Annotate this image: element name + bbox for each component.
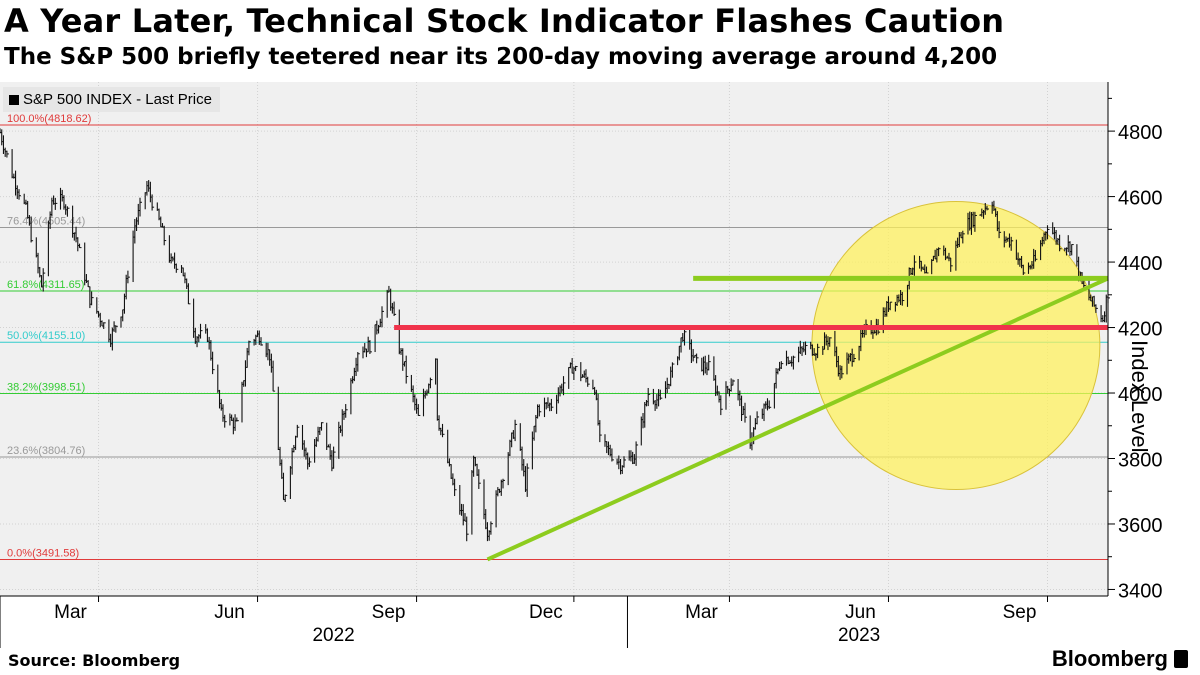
chart-subtitle: The S&P 500 briefly teetered near its 20… xyxy=(4,44,998,70)
y-tick-label: 4200 xyxy=(1118,319,1163,341)
brand-text: Bloomberg xyxy=(1051,646,1168,671)
x-year-label: 2022 xyxy=(312,625,354,646)
fib-level-label: 76.4%(4505.44) xyxy=(7,216,85,228)
fib-level-label: 23.6%(3804.76) xyxy=(7,445,85,457)
y-tick-label: 4000 xyxy=(1118,384,1163,406)
brand-logo: Bloomberg xyxy=(1052,646,1188,672)
fib-level-label: 38.2%(3998.51) xyxy=(7,382,85,394)
x-tick-label: Dec xyxy=(529,602,563,623)
y-tick-label: 3400 xyxy=(1118,580,1163,602)
terminal-badge-icon xyxy=(1174,650,1188,668)
x-tick-label: Jun xyxy=(214,602,245,623)
fib-level-label: 50.0%(4155.10) xyxy=(7,330,85,342)
legend-label: S&P 500 INDEX - Last Price xyxy=(23,91,212,108)
y-tick-label: 4800 xyxy=(1118,122,1163,144)
axes: 3400 3600 3800 4000 4200 4400 4600 4800 Mar Jun Se… xyxy=(0,82,1163,648)
annotations xyxy=(394,275,1109,562)
x-tick-label: Sep xyxy=(372,602,406,623)
y-tick-label: 4400 xyxy=(1118,253,1163,275)
legend-swatch xyxy=(9,94,19,105)
x-tick-label: Jun xyxy=(845,602,876,623)
x-tick-label: Mar xyxy=(685,602,718,623)
y-tick-label: 4600 xyxy=(1118,188,1163,210)
y-tick-label: 3600 xyxy=(1118,515,1163,537)
legend: S&P 500 INDEX - Last Price xyxy=(3,87,220,112)
fib-level-label: 0.0%(3491.58) xyxy=(7,547,79,559)
fib-level-label: 61.8%(4311.65) xyxy=(7,279,84,291)
x-tick-label: Mar xyxy=(54,602,87,623)
x-tick-label: Sep xyxy=(1003,602,1037,623)
x-year-label: 2023 xyxy=(838,625,880,646)
y-tick-label: 3800 xyxy=(1118,449,1163,471)
source-note: Source: Bloomberg xyxy=(8,651,181,670)
chart-title: A Year Later, Technical Stock Indicator … xyxy=(4,2,1005,40)
price-series xyxy=(0,128,1110,542)
y-axis-label: Index Level xyxy=(1127,340,1152,453)
fib-level-label: 100.0%(4818.62) xyxy=(7,113,91,125)
